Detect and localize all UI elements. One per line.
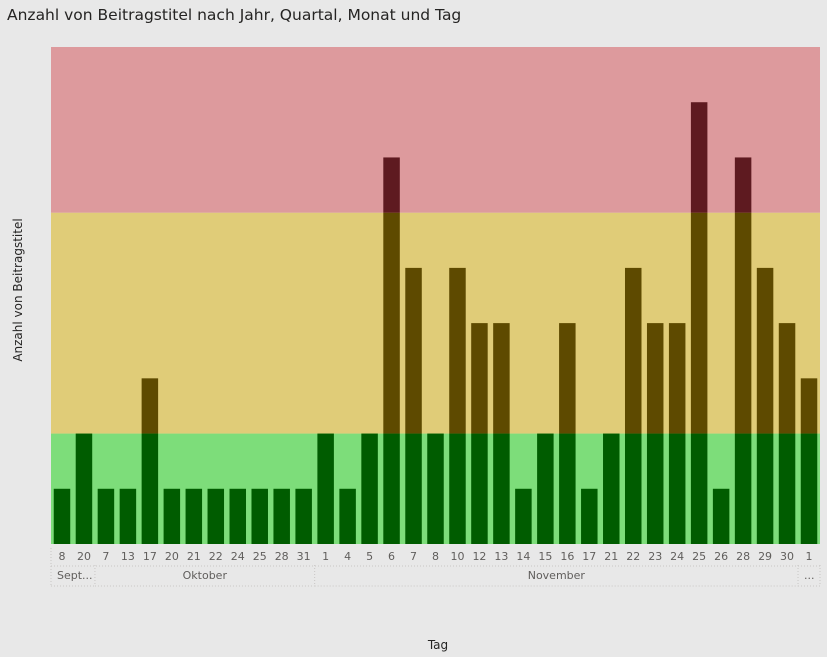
x-tick-label: 8 [432, 550, 439, 563]
bar-7-segment-0[interactable] [207, 488, 225, 544]
x-tick-label: 16 [560, 550, 574, 563]
x-tick-label: 7 [410, 550, 417, 563]
bar-24-segment-0[interactable] [581, 488, 598, 544]
x-tick-label: 17 [582, 550, 596, 563]
x-tick-label: 31 [297, 550, 311, 563]
bar-4-segment-0[interactable] [141, 433, 159, 544]
bar-26-segment-0[interactable] [624, 433, 642, 544]
x-tick-label: 21 [604, 550, 618, 563]
bar-32-segment-0[interactable] [756, 433, 774, 544]
x-tick-label: 28 [275, 550, 289, 563]
bar-18-segment-0[interactable] [449, 433, 466, 544]
bar-20-segment-1[interactable] [493, 323, 510, 434]
bar-29-segment-1[interactable] [690, 212, 708, 434]
bar-9-segment-0[interactable] [251, 488, 268, 544]
bar-11-segment-0[interactable] [295, 488, 312, 544]
bar-1-segment-0[interactable] [75, 433, 93, 544]
x-tick-label: 4 [344, 550, 351, 563]
bar-2-segment-0[interactable] [97, 488, 115, 544]
bar-31-segment-0[interactable] [734, 433, 752, 544]
bar-15-segment-1[interactable] [383, 212, 400, 434]
bar-13-segment-0[interactable] [339, 488, 356, 544]
bar-34-segment-1[interactable] [800, 378, 818, 434]
x-tick-label: 20 [165, 550, 179, 563]
bar-32-segment-1[interactable] [756, 267, 774, 434]
x-tick-label: 23 [648, 550, 662, 563]
bar-18-segment-1[interactable] [449, 267, 466, 434]
x-tick-label: 22 [626, 550, 640, 563]
bar-16-segment-1[interactable] [405, 267, 422, 434]
bar-31-segment-2[interactable] [734, 157, 752, 213]
bar-19-segment-0[interactable] [471, 433, 488, 544]
bar-14-segment-0[interactable] [361, 433, 378, 544]
x-tick-label: 29 [758, 550, 772, 563]
bar-29-segment-0[interactable] [690, 433, 708, 544]
bar-8-segment-0[interactable] [229, 488, 247, 544]
x-tick-label: 28 [736, 550, 750, 563]
x-tick-label: 30 [780, 550, 794, 563]
x-axis-label: Tag [427, 638, 449, 652]
bar-15-segment-0[interactable] [383, 433, 400, 544]
x-tick-label: 1 [322, 550, 329, 563]
bar-22-segment-0[interactable] [537, 433, 554, 544]
x-tick-label: 7 [102, 550, 109, 563]
x-tick-label: 10 [450, 550, 464, 563]
bar-23-segment-1[interactable] [559, 323, 576, 434]
x-tick-label: 14 [516, 550, 530, 563]
bar-33-segment-0[interactable] [778, 433, 796, 544]
x-tick-label: 24 [231, 550, 245, 563]
x-tick-label: 17 [143, 550, 157, 563]
bar-12-segment-0[interactable] [317, 433, 334, 544]
bar-27-segment-1[interactable] [646, 323, 664, 434]
chart-title: Anzahl von Beitragstitel nach Jahr, Quar… [7, 6, 462, 24]
month-label: November [528, 569, 586, 582]
month-label: ... [804, 569, 815, 582]
x-tick-label: 26 [714, 550, 728, 563]
x-tick-label: 22 [209, 550, 223, 563]
bar-20-segment-0[interactable] [493, 433, 510, 544]
x-tick-label: 8 [58, 550, 65, 563]
bar-30-segment-0[interactable] [712, 488, 730, 544]
bar-33-segment-1[interactable] [778, 323, 796, 434]
bar-26-segment-1[interactable] [624, 267, 642, 434]
bar-25-segment-0[interactable] [603, 433, 620, 544]
bar-17-segment-0[interactable] [427, 433, 444, 544]
x-tick-label: 21 [187, 550, 201, 563]
x-tick-label: 13 [121, 550, 135, 563]
bar-34-segment-0[interactable] [800, 433, 818, 544]
bar-21-segment-0[interactable] [515, 488, 532, 544]
x-tick-label: 25 [253, 550, 267, 563]
bar-16-segment-0[interactable] [405, 433, 422, 544]
x-tick-label: 6 [388, 550, 395, 563]
bar-28-segment-1[interactable] [668, 323, 686, 434]
x-tick-label: 24 [670, 550, 684, 563]
bar-10-segment-0[interactable] [273, 488, 290, 544]
bar-0-segment-0[interactable] [53, 488, 71, 544]
bar-31-segment-1[interactable] [734, 212, 752, 434]
bar-19-segment-1[interactable] [471, 323, 488, 434]
bar-15-segment-2[interactable] [383, 157, 400, 213]
bar-28-segment-0[interactable] [668, 433, 686, 544]
month-label: Oktober [183, 569, 228, 582]
bar-6-segment-0[interactable] [185, 488, 203, 544]
bar-23-segment-0[interactable] [559, 433, 576, 544]
bar-29-segment-2[interactable] [690, 102, 708, 213]
bar-4-segment-1[interactable] [141, 378, 159, 434]
x-tick-label: 25 [692, 550, 706, 563]
x-tick-label: 13 [494, 550, 508, 563]
bar-5-segment-0[interactable] [163, 488, 181, 544]
x-tick-label: 20 [77, 550, 91, 563]
bar-27-segment-0[interactable] [646, 433, 664, 544]
x-tick-label: 5 [366, 550, 373, 563]
month-label: Sept... [57, 569, 93, 582]
x-tick-label: 1 [806, 550, 813, 563]
x-tick-label: 15 [538, 550, 552, 563]
bar-3-segment-0[interactable] [119, 488, 137, 544]
x-tick-label: 12 [472, 550, 486, 563]
